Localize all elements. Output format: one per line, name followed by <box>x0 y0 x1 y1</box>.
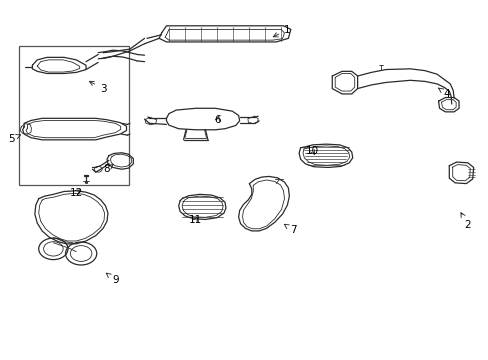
Text: 8: 8 <box>103 164 113 174</box>
Text: 3: 3 <box>89 81 106 94</box>
Text: 2: 2 <box>460 213 470 230</box>
Text: 9: 9 <box>106 273 119 285</box>
Text: 11: 11 <box>189 215 202 225</box>
Text: 1: 1 <box>273 25 290 37</box>
Text: 5: 5 <box>8 134 20 144</box>
Text: 7: 7 <box>284 224 296 235</box>
Text: 12: 12 <box>69 188 83 198</box>
Text: 6: 6 <box>214 115 221 125</box>
Bar <box>19 45 129 185</box>
Text: 10: 10 <box>305 146 319 156</box>
Text: 4: 4 <box>438 88 449 99</box>
